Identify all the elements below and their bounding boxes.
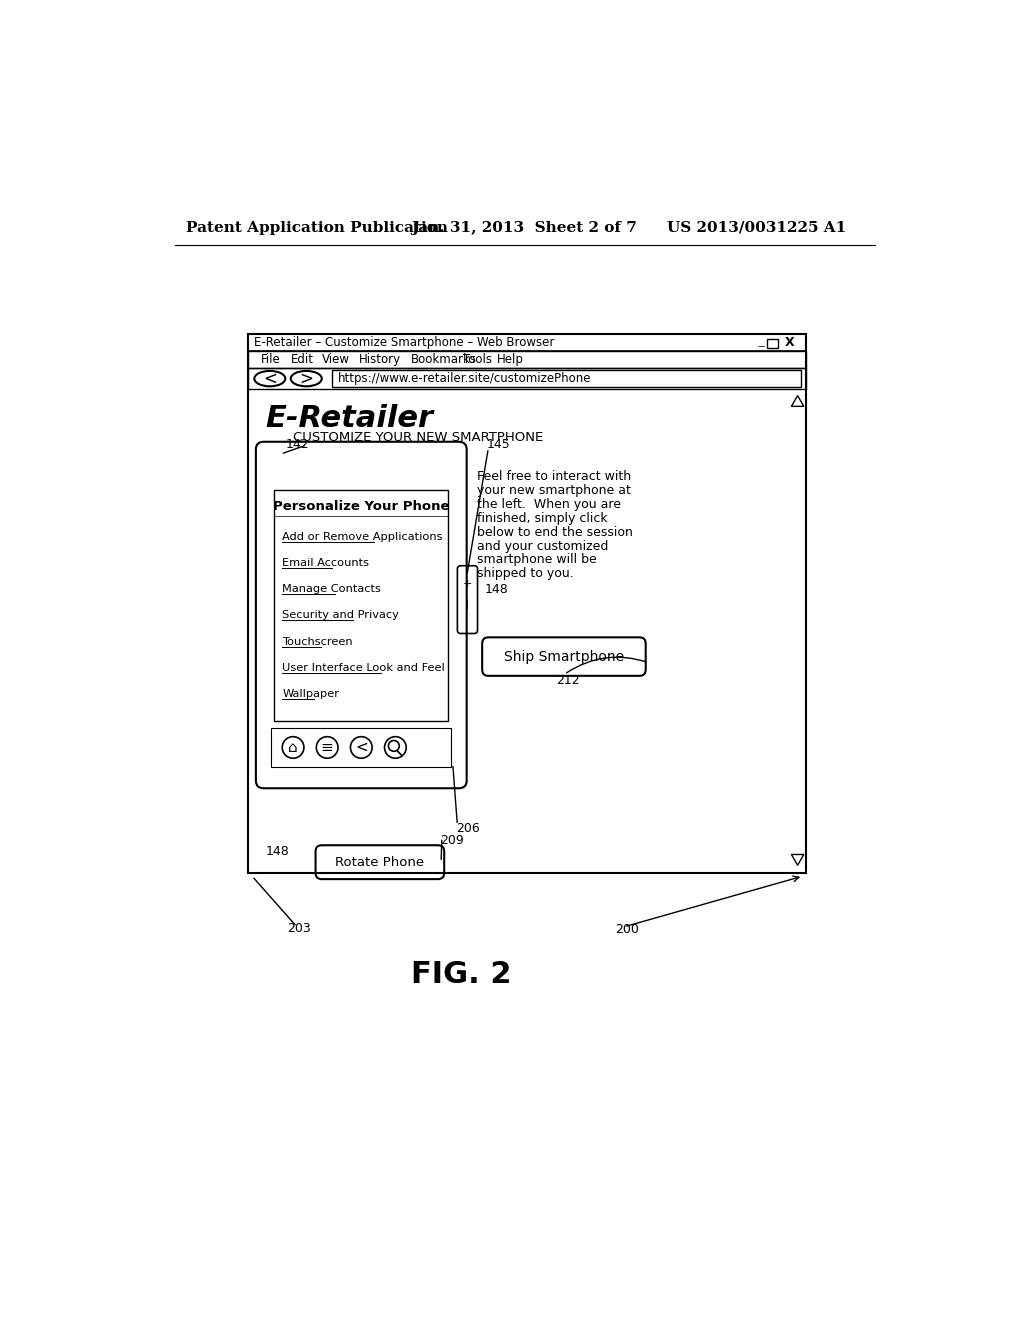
Text: Edit: Edit (291, 352, 313, 366)
Text: E-Retailer – Customize Smartphone – Web Browser: E-Retailer – Customize Smartphone – Web … (254, 335, 555, 348)
Text: Ship Smartphone: Ship Smartphone (504, 649, 624, 664)
Text: Touchscreen: Touchscreen (283, 636, 353, 647)
Text: +: + (463, 579, 472, 589)
Bar (248, 334, 806, 873)
Text: 145: 145 (486, 438, 511, 451)
Text: smartphone will be: smartphone will be (477, 553, 597, 566)
Text: 203: 203 (287, 921, 310, 935)
Text: Rotate Phone: Rotate Phone (335, 855, 424, 869)
Text: ⌂: ⌂ (289, 741, 298, 755)
Text: 148: 148 (265, 845, 289, 858)
Text: https://www.e-retailer.site/customizePhone: https://www.e-retailer.site/customizePho… (338, 372, 592, 385)
Text: Help: Help (497, 352, 523, 366)
Text: Security and Privacy: Security and Privacy (283, 610, 399, 620)
Text: View: View (322, 352, 350, 366)
Bar (332, 370, 802, 387)
Text: and your customized: and your customized (477, 540, 608, 553)
Text: 148: 148 (484, 583, 508, 597)
Text: below to end the session: below to end the session (477, 525, 633, 539)
Text: Personalize Your Phone: Personalize Your Phone (273, 500, 450, 513)
Bar (248, 351, 806, 368)
Text: Manage Contacts: Manage Contacts (283, 585, 381, 594)
Text: FIG. 2: FIG. 2 (411, 960, 512, 989)
Bar (271, 729, 452, 767)
Text: the left.  When you are: the left. When you are (477, 498, 621, 511)
Text: Wallpaper: Wallpaper (283, 689, 339, 698)
Text: Add or Remove Applications: Add or Remove Applications (283, 532, 442, 541)
Text: Jan. 31, 2013  Sheet 2 of 7: Jan. 31, 2013 Sheet 2 of 7 (411, 220, 637, 235)
Text: shipped to you.: shipped to you. (477, 568, 573, 581)
Text: CUSTOMIZE YOUR NEW SMARTPHONE: CUSTOMIZE YOUR NEW SMARTPHONE (293, 430, 544, 444)
Text: ≡: ≡ (321, 741, 334, 755)
Text: US 2013/0031225 A1: US 2013/0031225 A1 (667, 220, 846, 235)
Text: _: _ (758, 338, 764, 347)
Text: X: X (784, 335, 794, 348)
Text: Patent Application Publication: Patent Application Publication (186, 220, 449, 235)
Text: >: > (299, 370, 313, 388)
Text: 212: 212 (557, 675, 581, 686)
Text: File: File (261, 352, 281, 366)
Text: 209: 209 (440, 834, 464, 847)
Bar (248, 368, 806, 389)
Text: <: < (263, 370, 276, 388)
Bar (248, 334, 806, 351)
Bar (274, 490, 449, 721)
Text: Email Accounts: Email Accounts (283, 558, 370, 568)
Text: User Interface Look and Feel: User Interface Look and Feel (283, 663, 445, 673)
Text: Tools: Tools (463, 352, 492, 366)
Text: 142: 142 (286, 438, 309, 451)
Text: 206: 206 (456, 822, 479, 834)
Text: Bookmarks: Bookmarks (411, 352, 477, 366)
Text: E-Retailer: E-Retailer (265, 404, 433, 433)
Text: <: < (355, 741, 368, 755)
Text: your new smartphone at: your new smartphone at (477, 484, 631, 498)
Text: finished, simply click: finished, simply click (477, 512, 607, 525)
Text: 200: 200 (614, 924, 639, 936)
Text: History: History (359, 352, 401, 366)
Text: |: | (466, 598, 469, 609)
Text: Feel free to interact with: Feel free to interact with (477, 470, 631, 483)
Bar (767, 339, 778, 348)
